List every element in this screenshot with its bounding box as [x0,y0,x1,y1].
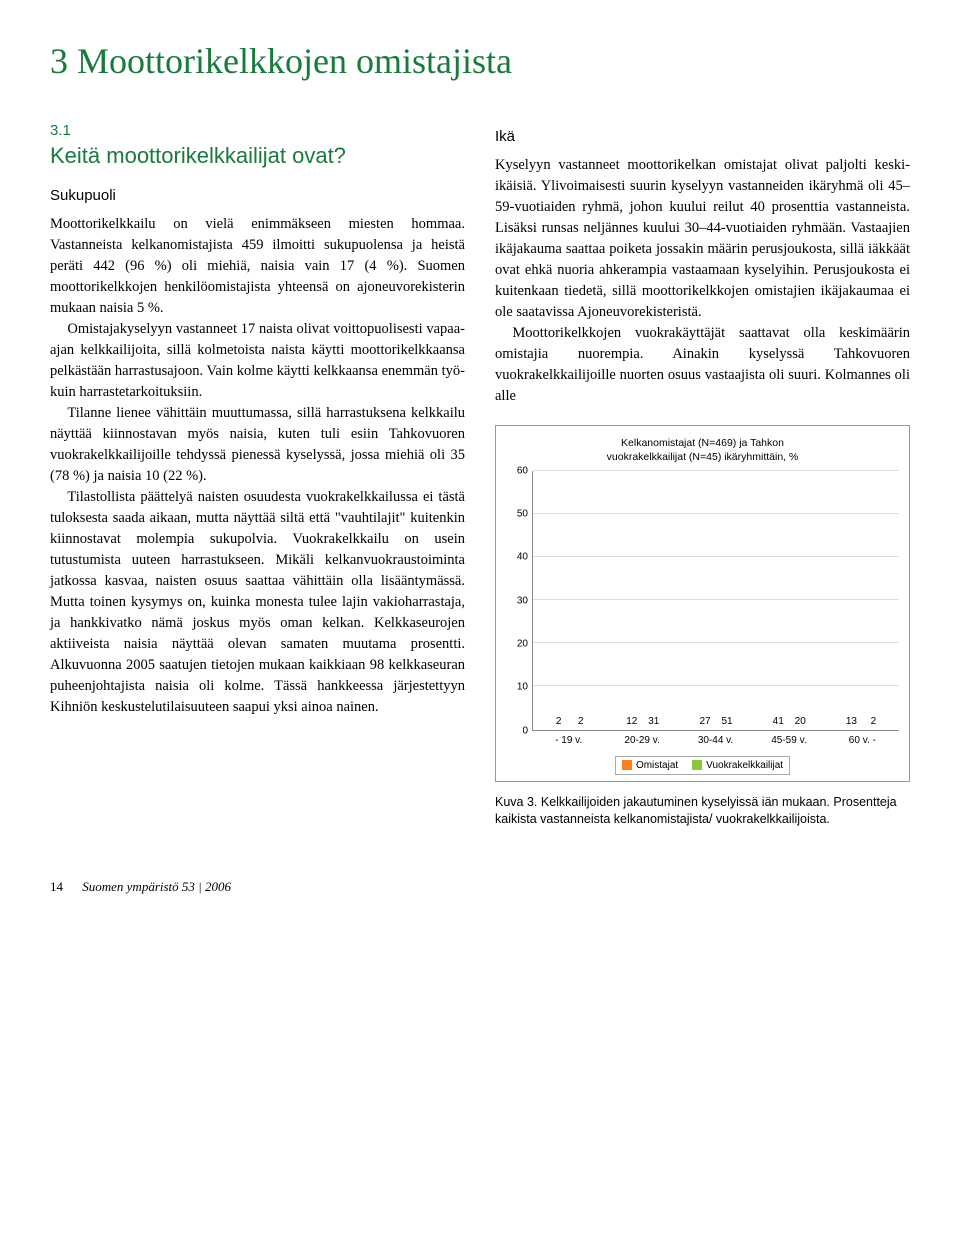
bar-value-label: 13 [846,716,857,727]
x-tick-label: 20-29 v. [605,735,678,746]
paragraph: Omistajakyselyyn vastanneet 17 naista ol… [50,319,465,403]
plot-area: 2 2 12 31 27 51 41 20 13 2 [532,471,899,731]
bar-value-label: 12 [626,716,637,727]
grid-line [533,642,899,643]
right-column: Ikä Kyselyyn vastanneet moottorikelkan o… [495,122,910,829]
y-tick-label: 50 [517,508,528,519]
page-footer: 14 Suomen ympäristö 53 | 2006 [50,879,910,895]
bar-chart: Kelkanomistajat (N=469) ja Tahkon vuokra… [495,425,910,781]
legend-item: Vuokrakelkkailijat [692,760,783,771]
y-axis: 0102030405060 [506,471,532,731]
y-tick-label: 30 [517,595,528,606]
y-tick-label: 40 [517,552,528,563]
x-tick-label: 45-59 v. [752,735,825,746]
legend-swatch [692,760,702,770]
grid-line [533,685,899,686]
bar-value-label: 51 [721,716,732,727]
left-body: Moottorikelkkailu on vielä enimmäkseen m… [50,214,465,718]
x-tick-label: 60 v. - [826,735,899,746]
bar-value-label: 20 [795,716,806,727]
bar-value-label: 27 [699,716,710,727]
left-column: 3.1 Keitä moottorikelkkailijat ovat? Suk… [50,122,465,829]
paragraph: Tilanne lienee vähittäin muuttumassa, si… [50,403,465,487]
y-tick-label: 60 [517,465,528,476]
figure-caption: Kuva 3. Kelkkailijoiden jakautuminen kys… [495,794,910,829]
legend-label: Vuokrakelkkailijat [706,760,783,771]
legend-label: Omistajat [636,760,678,771]
section-number: 3.1 [50,122,465,139]
subhead-ika: Ikä [495,128,910,145]
y-tick-label: 0 [522,725,528,736]
legend-swatch [622,760,632,770]
chart-title-line: Kelkanomistajat (N=469) ja Tahkon [621,437,784,449]
y-tick-label: 10 [517,682,528,693]
chart-title: Kelkanomistajat (N=469) ja Tahkon vuokra… [506,436,899,464]
footer-source: Suomen ympäristö 53 | 2006 [82,879,231,894]
chart-area: 0102030405060 22123127514120132 [506,471,899,731]
legend-item: Omistajat [622,760,678,771]
bar-value-label: 2 [556,716,562,727]
bars-container: 2 2 12 31 27 51 41 20 13 2 [533,471,899,730]
paragraph: Moottorikelkkojen vuokrakäyttäjät saatta… [495,323,910,407]
content-columns: 3.1 Keitä moottorikelkkailijat ovat? Suk… [50,122,910,829]
bar-value-label: 41 [773,716,784,727]
grid-line [533,470,899,471]
page-number: 14 [50,879,63,894]
chart-title-line: vuokrakelkkailijat (N=45) ikäryhmittäin,… [607,451,799,463]
paragraph: Moottorikelkkailu on vielä enimmäkseen m… [50,214,465,319]
grid-line [533,513,899,514]
section-title: Keitä moottorikelkkailijat ovat? [50,143,465,169]
x-axis-labels: - 19 v.20-29 v.30-44 v.45-59 v.60 v. - [532,735,899,746]
bar-value-label: 2 [871,716,877,727]
subhead-sukupuoli: Sukupuoli [50,187,465,204]
grid-line [533,556,899,557]
x-tick-label: - 19 v. [532,735,605,746]
paragraph: Tilastollista päättelyä naisten osuudest… [50,487,465,718]
chapter-title: 3 Moottorikelkkojen omistajista [50,40,910,82]
right-body: Kyselyyn vastanneet moottorikelkan omist… [495,155,910,407]
grid-line [533,599,899,600]
bar-value-label: 2 [578,716,584,727]
paragraph: Kyselyyn vastanneet moottorikelkan omist… [495,155,910,323]
x-tick-label: 30-44 v. [679,735,752,746]
bar-value-label: 31 [648,716,659,727]
chart-legend: Omistajat Vuokrakelkkailijat [615,756,790,775]
y-tick-label: 20 [517,638,528,649]
